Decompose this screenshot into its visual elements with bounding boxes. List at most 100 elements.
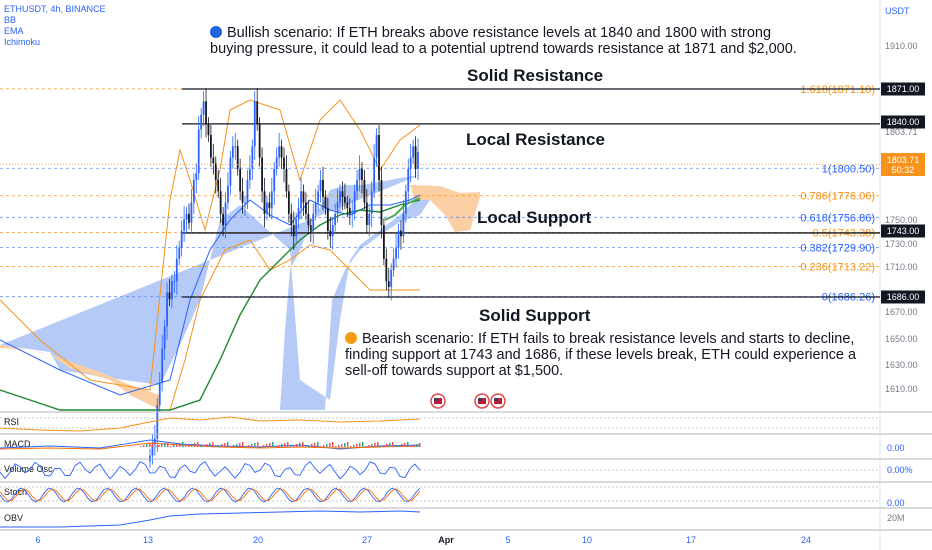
candle-body [368,213,371,226]
macd-histogram-bar [278,445,280,447]
candle-body [207,123,210,136]
macd-histogram-bar [155,446,157,447]
macd-histogram-bar [167,442,169,447]
macd-histogram-bar [182,442,184,447]
price-tag [881,290,925,304]
rsi-line [0,416,421,432]
pane-label: MACD [4,439,31,449]
candle-body [205,101,207,124]
time-tick-label: 13 [143,535,153,545]
macd-histogram-bar [371,444,373,447]
candle-body [331,225,334,237]
macd-histogram-bar [341,444,343,447]
candle-body [385,258,388,282]
candle-body [365,202,368,226]
candle-body [197,129,200,174]
macd-histogram-bar [374,443,376,447]
candle-body [336,202,339,214]
price-tag-label: 1840.00 [887,117,920,127]
candle-body [285,168,288,192]
macd-histogram-bar [296,444,298,447]
macd-histogram-bar [266,444,268,447]
macd-histogram-bar [290,446,292,447]
stoch-d-line [0,488,421,502]
macd-histogram-bar [302,442,304,447]
volume-osc-value: 0.00% [887,465,913,475]
candle-body [222,213,224,226]
candle-body [387,281,390,287]
candle-body [353,191,356,214]
candle-body [404,191,407,214]
bollinger-upper [0,99,421,391]
macd-histogram-bar [368,445,370,447]
candle-body [266,202,268,214]
bollinger-basis [0,194,421,396]
macd-histogram-bar [398,445,400,447]
fib-level-label: 1(1800.50) [822,163,875,175]
candle-body [302,191,305,203]
candle-body [295,219,298,237]
candle-body [348,208,351,214]
macd-histogram-bar [242,442,244,447]
candle-body [192,180,195,203]
candle-body [224,202,227,226]
indicator-bb[interactable]: BB [4,15,17,25]
obv-value: 20M [887,513,905,523]
current-price-tag [881,153,925,176]
candle-body [380,180,383,226]
candle-body [417,151,419,169]
candle-body [214,163,217,181]
local-resistance-label: Local Resistance [466,130,605,149]
candle-body [378,135,380,181]
macd-histogram-bar [401,444,403,447]
time-tick-label: Apr [438,535,454,545]
candle-body [292,225,295,237]
indicator-ichimoku[interactable]: Ichimoku [4,37,41,47]
macd-histogram-bar [392,442,394,447]
candle-body [370,191,373,214]
macd-histogram-bar [245,446,247,447]
candle-body [317,191,320,203]
price-tick-label: 1670.00 [885,307,918,317]
price-tick-label: 1710.00 [885,262,918,272]
candle-body [382,225,385,259]
macd-histogram-bar [161,444,163,447]
pane-label: RSI [4,417,19,427]
macd-histogram-bar [257,442,259,447]
candle-body [156,404,159,439]
candle-body [161,348,164,383]
candle-body [229,157,232,186]
candle-body [314,202,317,214]
macd-histogram-bar [407,442,409,447]
symbol-title[interactable]: ETHUSDT, 4h, BINANCE [4,4,106,14]
candle-countdown-label: 50:32 [892,165,915,175]
stoch-k-line [0,487,421,503]
indicator-ema[interactable]: EMA [4,26,24,36]
price-tick-label: 1730.00 [885,239,918,249]
candle-body [149,455,151,462]
candle-body [163,326,166,349]
macd-histogram-bar [419,443,421,447]
candle-body [175,258,178,282]
candle-body [392,258,395,271]
candle-body [180,230,183,248]
candle-body [158,382,161,405]
candle-body [151,444,154,456]
current-price-label: 1803.71 [887,155,920,165]
solid-resistance-label: Solid Resistance [467,66,604,85]
fib-level-label: 0.236(1713.22) [800,261,875,273]
candle-body [326,208,329,231]
macd-histogram-bar [416,444,418,447]
fib-level-label: 0.382(1729.90) [800,243,875,255]
candle-body [273,168,276,192]
candle-body [409,157,412,169]
price-tag-label: 1871.00 [887,84,920,94]
candle-body [275,157,278,169]
candle-body [253,101,256,147]
macd-histogram-bar [395,446,397,447]
macd-histogram-bar [404,443,406,447]
candle-body [334,213,337,226]
macd-histogram-bar [365,446,367,447]
candle-body [185,213,188,220]
